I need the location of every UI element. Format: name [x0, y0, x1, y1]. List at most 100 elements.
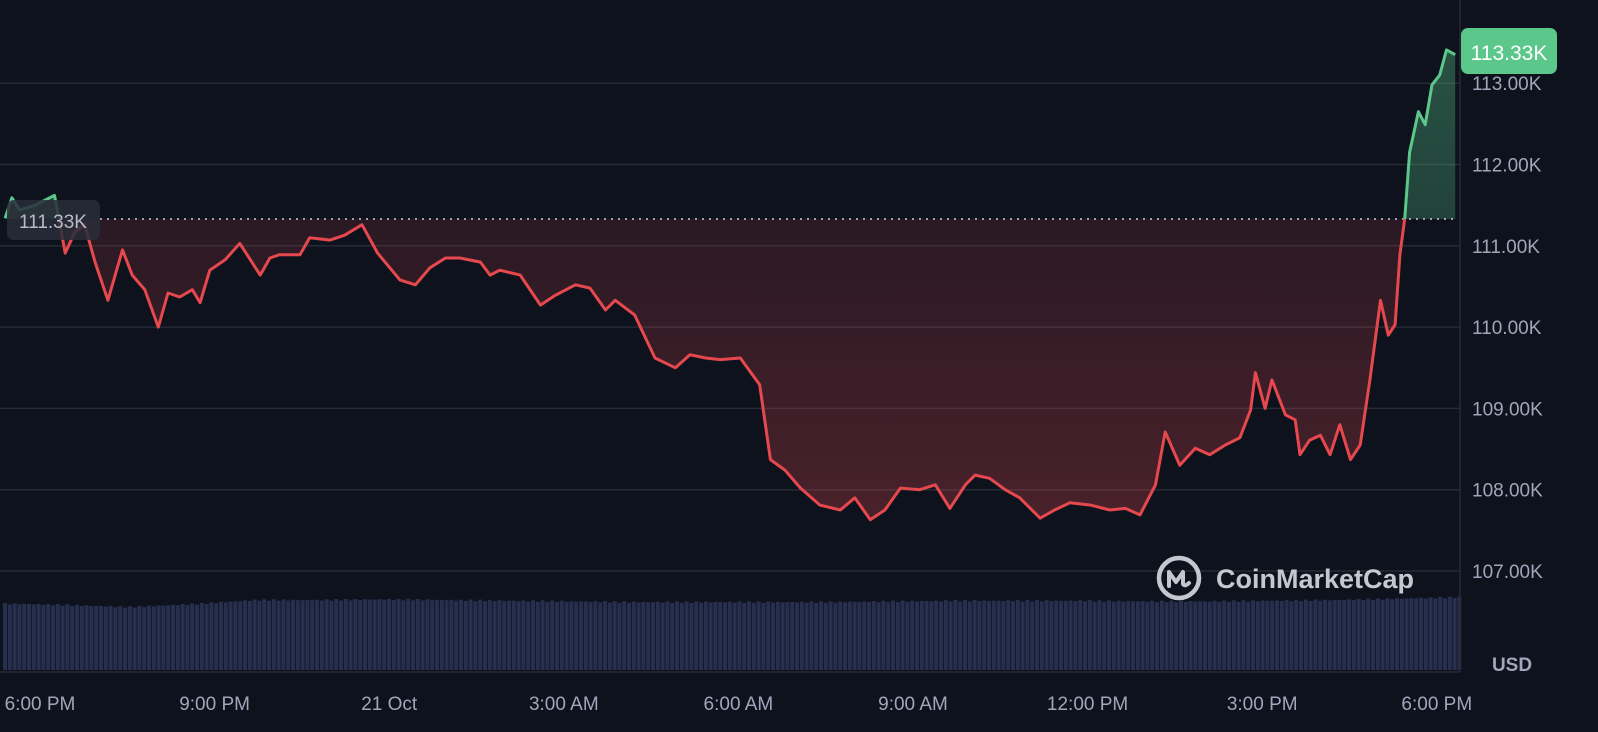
volume-bar [113, 607, 118, 670]
y-tick-label: 111.00K [1472, 237, 1540, 258]
volume-bar [1145, 601, 1150, 670]
volume-bar [742, 602, 747, 670]
volume-bar [996, 600, 1001, 670]
volume-bar [795, 602, 799, 670]
volume-bar [867, 602, 871, 670]
volume-bar [1236, 601, 1241, 670]
volume-bar [507, 600, 511, 670]
volume-bar [579, 601, 583, 670]
volume-bar [1188, 601, 1193, 670]
volume-bar [751, 602, 756, 670]
volume-bar [1015, 600, 1020, 670]
volume-bar [622, 601, 627, 670]
volume-bar [319, 600, 324, 670]
volume-bar [108, 605, 113, 670]
volume-bar [747, 601, 751, 670]
volume-bar [1126, 601, 1131, 670]
y-tick-label: 107.00K [1472, 562, 1543, 583]
volume-bar [612, 601, 617, 670]
svg-text:113.33K: 113.33K [1471, 42, 1548, 65]
volume-bar [247, 600, 252, 670]
volume-bar [1073, 601, 1078, 670]
volume-bar [31, 604, 36, 670]
volume-bar [1087, 600, 1092, 670]
volume-bar [12, 603, 17, 670]
volume-bar [1265, 600, 1270, 670]
volume-bar [1299, 601, 1303, 670]
volume-bar [127, 606, 132, 670]
volume-bar [1121, 601, 1126, 670]
volume-bar [555, 601, 559, 670]
volume-bar [1231, 600, 1236, 670]
volume-bar [1438, 596, 1443, 670]
volume-bar [425, 599, 430, 670]
volume-bar [1255, 601, 1260, 670]
volume-bar [1246, 601, 1251, 670]
volume-bar [118, 606, 123, 670]
volume-bar [391, 600, 396, 670]
volume-bar [699, 602, 703, 670]
volume-bar [1308, 601, 1313, 670]
volume-bar [51, 605, 55, 670]
volume-bar [1279, 600, 1284, 670]
volume-bar [60, 605, 65, 670]
volume-bar [1399, 598, 1404, 670]
volume-bar [1318, 600, 1323, 670]
volume-bar [660, 602, 665, 670]
volume-bar [924, 600, 929, 670]
volume-bar [1078, 600, 1083, 670]
volume-bar [862, 601, 867, 670]
volume-bar [305, 599, 310, 670]
volume-bar [1289, 601, 1294, 670]
volume-bar [1116, 600, 1121, 670]
volume-bar [891, 600, 895, 670]
volume-bar [233, 601, 238, 670]
y-tick-label: 112.00K [1472, 156, 1542, 177]
volume-bar [1035, 599, 1039, 670]
volume-bar [732, 602, 737, 670]
volume-bar [396, 598, 401, 670]
volume-bar [17, 604, 22, 670]
volume-bar [238, 601, 243, 670]
volume-bar [857, 601, 862, 670]
volume-bar [463, 600, 468, 670]
coinmarketcap-logo-icon [1156, 555, 1202, 601]
volume-bar [103, 606, 108, 670]
volume-bar [190, 603, 195, 670]
volume-bar [180, 604, 185, 670]
volume-bar [1063, 600, 1068, 670]
currency-label[interactable]: USD [1492, 655, 1532, 676]
volume-bar [1131, 601, 1135, 670]
volume-bar [665, 601, 670, 670]
volume-bar [382, 599, 387, 670]
price-line [3, 48, 1456, 522]
volume-bar [790, 601, 795, 670]
volume-bar [1452, 598, 1457, 670]
volume-bar [430, 600, 435, 670]
volume-bar [1433, 598, 1438, 670]
volume-bar [1203, 601, 1207, 670]
volume-bar [1351, 600, 1356, 670]
volume-bar [598, 602, 603, 670]
volume-bar [545, 601, 550, 670]
volume-bar [684, 601, 689, 670]
volume-bar [291, 599, 295, 670]
volume-bar [511, 600, 516, 670]
volume-bar [948, 601, 953, 670]
volume-bar [1409, 598, 1414, 670]
volume-bar [838, 601, 843, 670]
volume-bar [329, 600, 334, 670]
volume-bar [819, 601, 823, 670]
volume-bar [679, 602, 684, 670]
volume-bar [1212, 600, 1217, 670]
volume-bar [161, 605, 166, 670]
volume-bar [324, 599, 329, 670]
x-axis: 6:00 PM 9:00 PM 21 Oct 3:00 AM 6:00 AM 9:00 A… [5, 694, 1473, 715]
volume-bar [1207, 601, 1212, 670]
volume-bar [1375, 598, 1380, 670]
volume-bar [569, 601, 574, 670]
volume-bar [943, 600, 948, 670]
volume-bar [271, 599, 276, 670]
volume-bar [583, 601, 588, 670]
